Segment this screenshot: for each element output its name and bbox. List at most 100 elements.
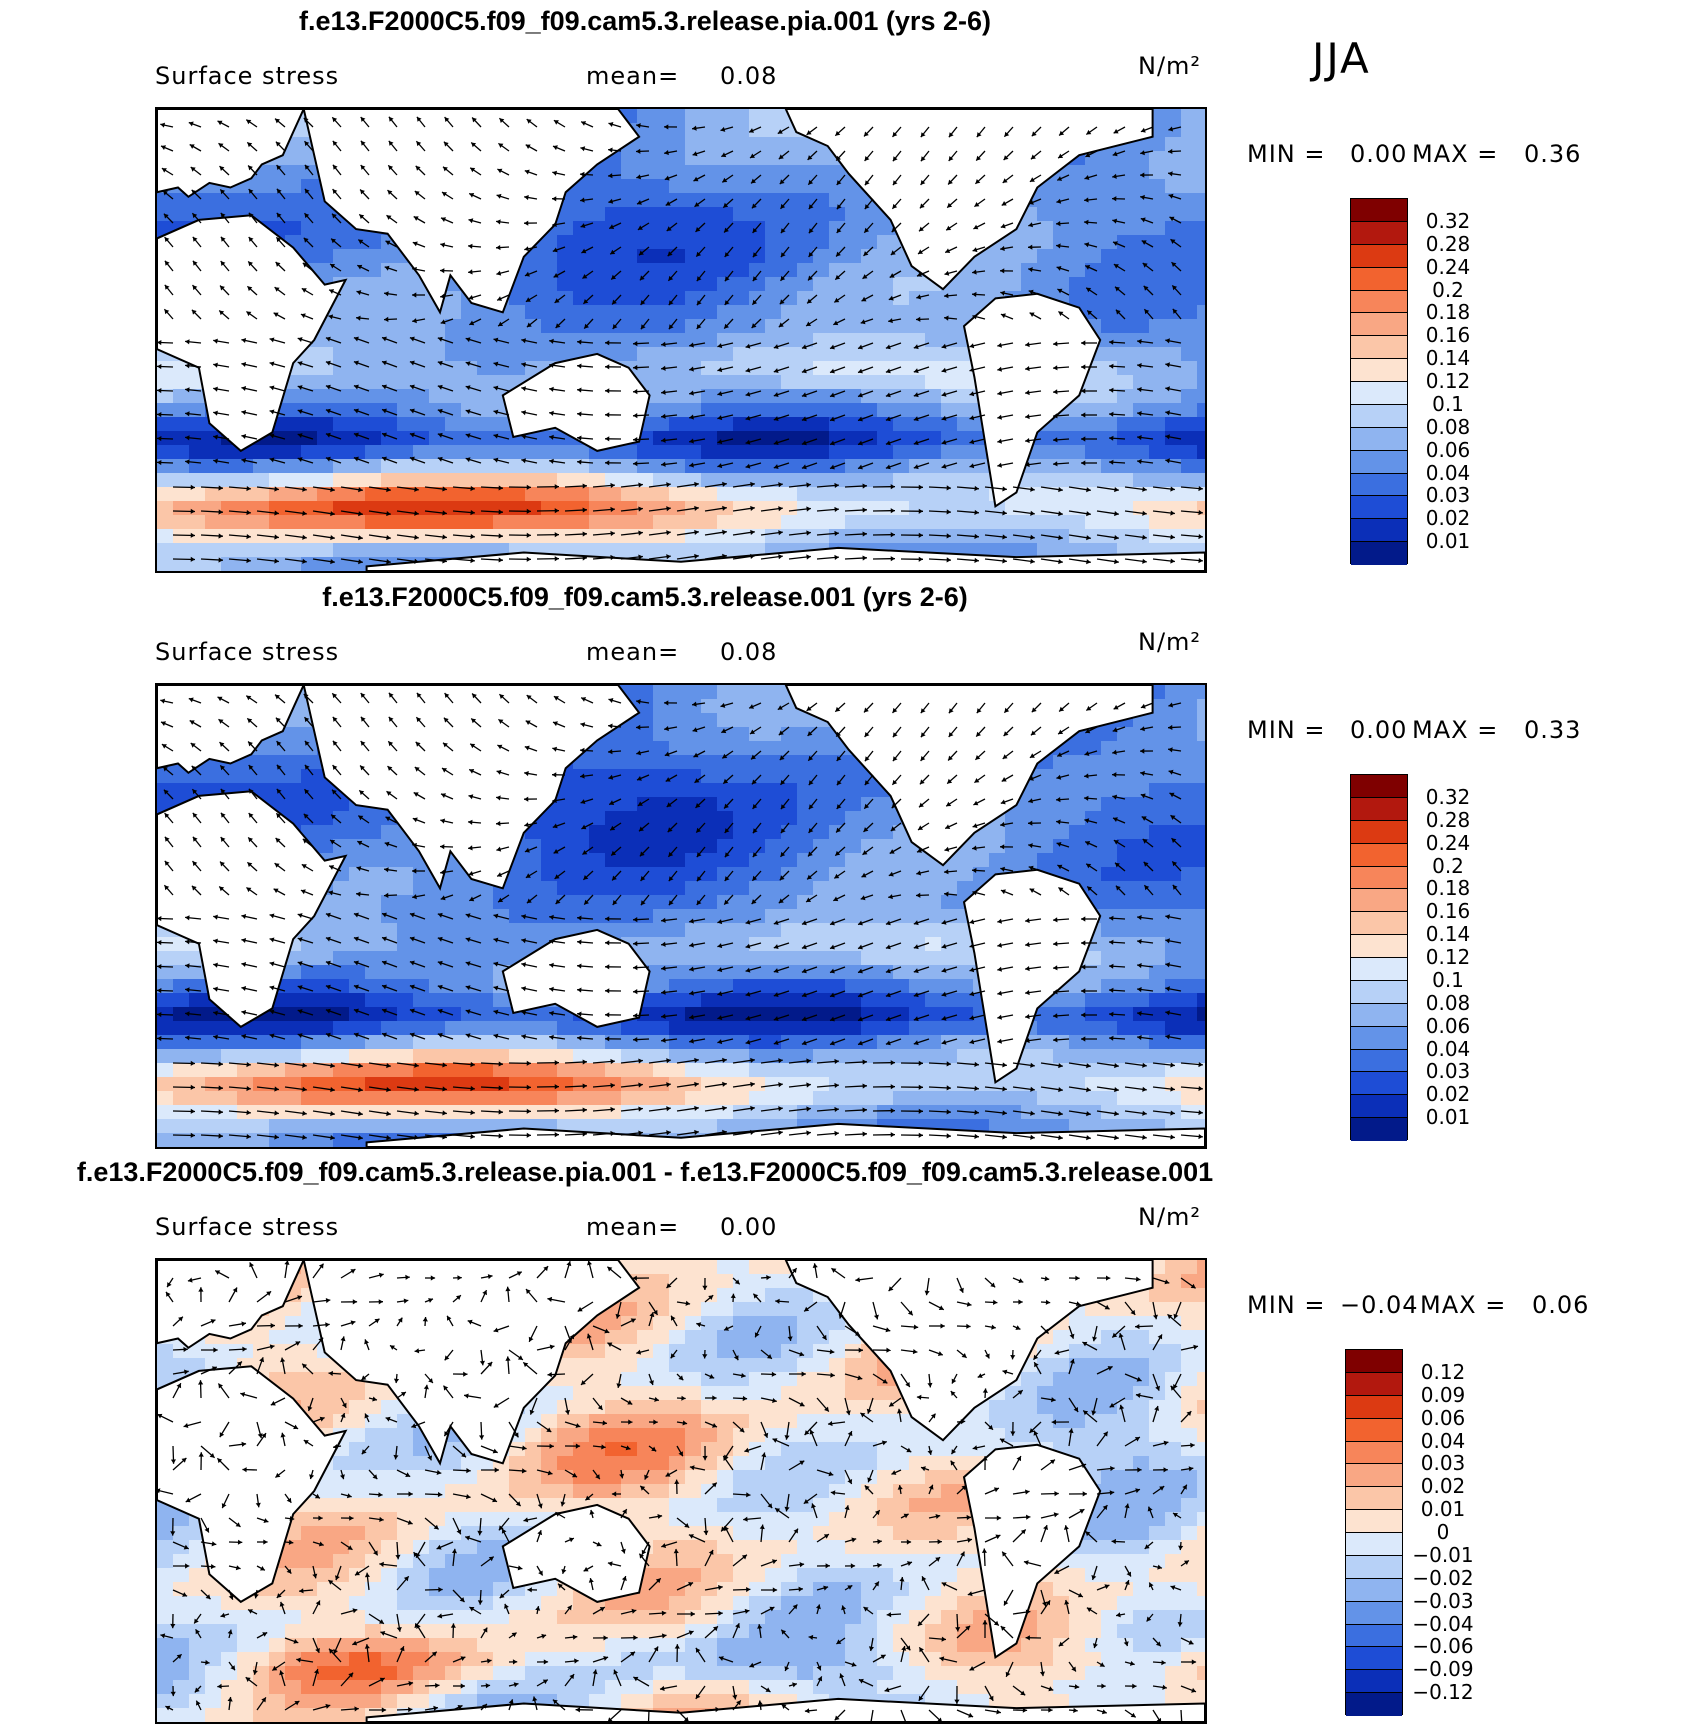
field-cell [669,389,686,404]
field-cell [1053,797,1070,812]
field-cell [1165,783,1182,798]
field-cell [1149,151,1166,166]
wind-vector [185,411,202,417]
field-cell [557,867,574,882]
wind-vector [1081,388,1097,394]
field-cell [669,459,686,474]
field-cell [445,1119,462,1134]
field-cell [1165,291,1182,306]
field-cell [301,543,318,558]
field-cell [349,923,366,938]
field-cell [653,853,670,868]
wind-vector [1081,436,1097,442]
wind-vector [1108,459,1126,465]
wind-vector [191,189,202,200]
field-cell [317,1035,334,1050]
field-cell [813,1049,830,1064]
wind-vector [256,510,279,516]
field-cell [509,487,526,502]
field-cell [781,235,798,250]
wind-vector [745,342,762,349]
field-cell [893,923,910,938]
field-cell [1021,543,1038,558]
field-cell [1165,165,1182,180]
field-cell [765,179,782,194]
field-cell [205,1049,222,1064]
wind-vector [664,150,678,156]
field-cell [221,515,238,530]
field-cell [301,193,318,208]
field-cell [1005,249,1022,264]
field-cell [173,1021,190,1036]
wind-vector [157,460,174,466]
field-cell [1197,263,1205,278]
field-cell [1117,277,1134,292]
field-cell [653,881,670,896]
field-cell [669,375,686,390]
field-cell [749,713,766,728]
field-cell [861,459,878,474]
field-cell [157,1091,174,1106]
field-cell [589,1105,606,1120]
field-cell [461,305,478,320]
field-cell [397,853,414,868]
field-cell [749,165,766,180]
field-cell [909,993,926,1008]
wind-vector [304,188,314,200]
field-cell [1181,895,1198,910]
wind-vector [1108,387,1126,393]
field-cell [621,277,638,292]
field-cell [621,333,638,348]
field-cell [749,193,766,208]
wind-vector [801,462,818,470]
field-cell [749,137,766,152]
field-cell [637,741,654,756]
field-cell [541,1007,558,1022]
field-cell [349,993,366,1008]
field-cell [1149,979,1166,994]
field-cell [413,375,430,390]
wind-vector [1096,558,1119,565]
field-cell [957,445,974,460]
field-cell [637,783,654,798]
field-cell [1101,993,1118,1008]
field-cell [845,825,862,840]
field-cell [909,417,926,432]
wind-vector [752,222,762,234]
field-cell [829,979,846,994]
field-cell [1021,263,1038,278]
field-cell [621,319,638,334]
field-cell [365,501,382,516]
field-cell [829,951,846,966]
wind-vector [1170,238,1182,248]
field-cell [365,853,382,868]
field-cell [749,895,766,910]
field-cell [205,473,222,488]
field-cell [909,923,926,938]
field-cell [829,249,846,264]
field-cell [925,305,942,320]
field-cell [605,291,622,306]
wind-vector [217,120,230,128]
field-cell [605,473,622,488]
wind-vector [696,294,706,306]
field-cell [893,487,910,502]
field-cell [781,277,798,292]
field-cell [733,1077,750,1092]
field-cell [1197,501,1205,516]
field-cell [701,783,718,798]
field-cell [269,769,286,784]
wind-vector [872,556,896,562]
field-cell [653,375,670,390]
field-cell [765,1035,782,1050]
field-cell [813,881,830,896]
field-cell [541,825,558,840]
field-cell [1149,305,1166,320]
wind-vector [1180,534,1203,540]
wind-vector [312,510,335,517]
field-cell [733,445,750,460]
wind-vector [521,458,538,464]
field-cell [781,249,798,264]
field-cell [1101,839,1118,854]
field-cell [845,487,862,502]
